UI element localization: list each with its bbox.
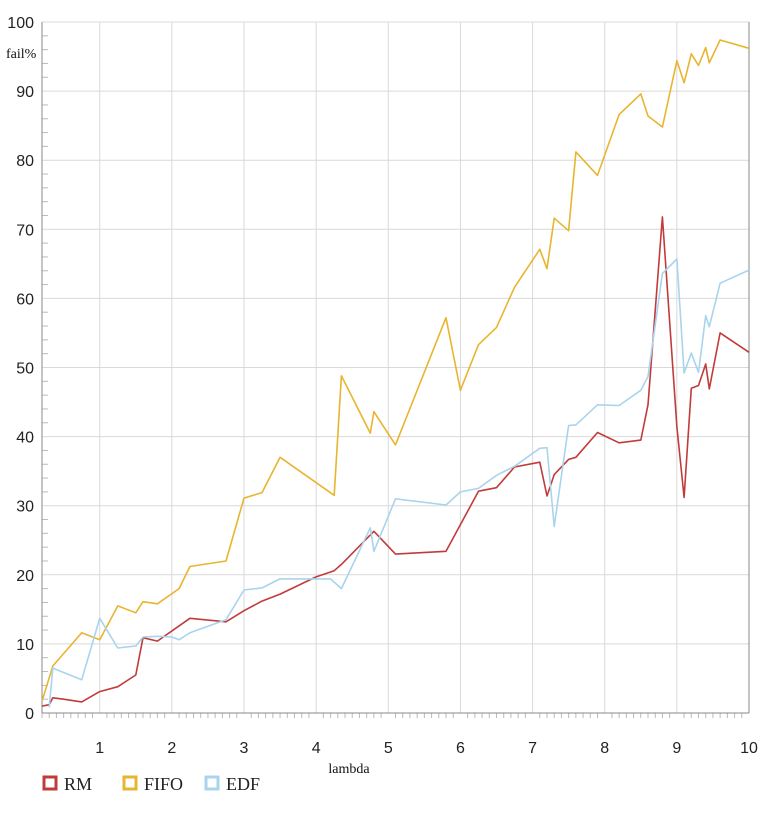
series-line-rm [41,216,750,707]
x-tick-label: 3 [240,740,249,757]
x-tick-label: 1 [95,740,104,757]
legend-label-fifo: FIFO [144,774,183,794]
x-tick-label: 7 [528,740,537,757]
plot-frame [41,22,750,714]
y-tick-label: 20 [16,568,34,585]
legend: RM FIFO EDF [42,774,260,794]
x-tick-label: 2 [167,740,176,757]
y-axis-ticks: 0 10 20 30 40 50 60 70 80 90 100 [7,15,34,723]
grid-lines [41,21,750,718]
x-tick-label: 10 [740,740,758,757]
y-tick-label: 60 [16,291,34,308]
y-tick-label: 70 [16,222,34,239]
legend-label-edf: EDF [226,774,260,794]
y-tick-label: 90 [16,84,34,101]
y-tick-label: 40 [16,430,34,447]
legend-swatch-fifo [122,775,138,791]
y-tick-label: 100 [7,15,34,32]
legend-swatch-rm [42,775,58,791]
series-line-fifo [41,39,750,702]
x-tick-label: 4 [312,740,321,757]
y-tick-label: 30 [16,499,34,516]
x-tick-label: 6 [456,740,465,757]
x-axis-label: lambda [328,762,370,777]
x-tick-label: 5 [384,740,393,757]
legend-swatch-edf [204,775,220,791]
series-lines [41,39,750,708]
y-tick-label: 0 [25,706,34,723]
y-tick-label: 80 [16,153,34,170]
y-tick-label: 50 [16,361,34,378]
y-axis-label: fail% [6,47,37,62]
x-axis-ticks: 1 2 3 4 5 6 7 8 9 10 [95,740,758,757]
y-tick-label: 10 [16,637,34,654]
legend-label-rm: RM [64,774,92,794]
x-tick-label: 8 [600,740,609,757]
x-tick-label: 9 [672,740,681,757]
series-line-edf [48,258,750,708]
